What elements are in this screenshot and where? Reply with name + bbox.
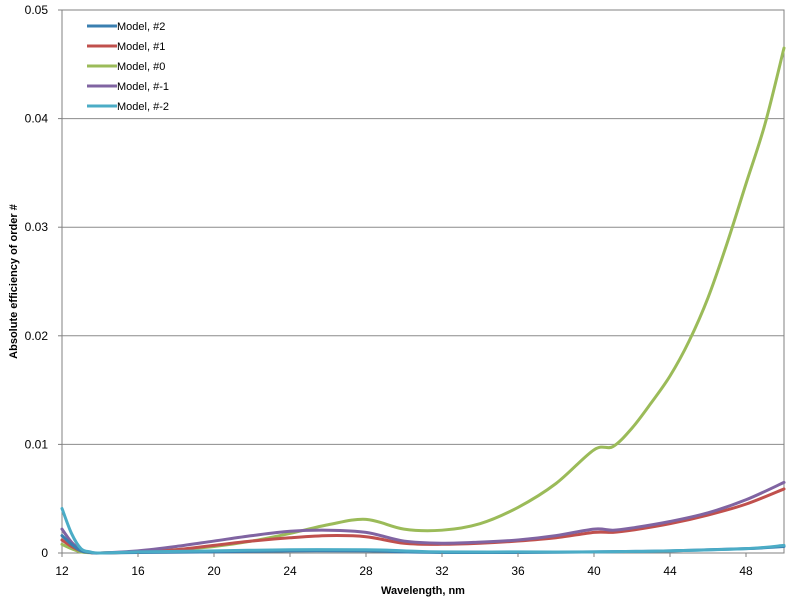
x-tick-label: 32 xyxy=(435,564,449,578)
legend-label-3: Model, #-1 xyxy=(117,81,169,93)
x-tick-label: 24 xyxy=(283,564,297,578)
x-tick-label: 44 xyxy=(663,564,677,578)
series-line-3 xyxy=(60,480,786,555)
x-tick-label: 28 xyxy=(359,564,373,578)
x-tick-label: 12 xyxy=(55,564,69,578)
x-tick-label: 48 xyxy=(739,564,753,578)
x-axis-title: Wavelength, nm xyxy=(381,585,465,597)
series-line-2 xyxy=(60,46,786,555)
y-tick-label: 0.03 xyxy=(25,220,49,234)
x-tick-label: 20 xyxy=(207,564,221,578)
x-tick-label: 40 xyxy=(587,564,601,578)
y-tick-label: 0 xyxy=(41,546,48,560)
x-axis-ticks: 12 16 20 24 28 32 36 40 44 48 xyxy=(55,553,753,578)
x-tick-label: 16 xyxy=(131,564,145,578)
y-tick-label: 0.04 xyxy=(25,112,49,126)
legend-label-1: Model, #1 xyxy=(117,41,165,53)
series-group xyxy=(60,46,786,555)
y-tick-label: 0.02 xyxy=(25,329,49,343)
legend: Model, #2 Model, #1 Model, #0 Model, #-1 Mod… xyxy=(87,21,169,113)
y-tick-label: 0.05 xyxy=(25,3,49,17)
y-axis-title: Absolute efficiency of order # xyxy=(8,204,20,359)
grid-lines xyxy=(62,9,784,554)
series-line-4 xyxy=(60,506,786,555)
plot-area-frame xyxy=(61,9,785,554)
legend-label-2: Model, #0 xyxy=(117,61,165,73)
x-tick-label: 36 xyxy=(511,564,525,578)
y-axis-ticks: 0 0.01 0.02 0.03 0.04 0.05 xyxy=(25,3,62,560)
legend-label-4: Model, #-2 xyxy=(117,101,169,113)
legend-label-0: Model, #2 xyxy=(117,21,165,33)
y-tick-label: 0.01 xyxy=(25,437,49,451)
